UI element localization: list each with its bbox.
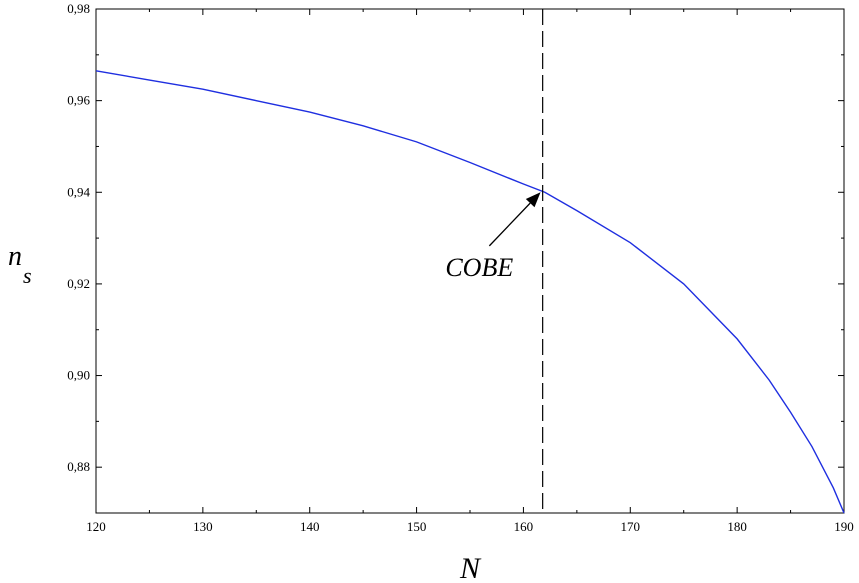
- ns-curve: [95, 70, 845, 514]
- x-tick-label: 150: [407, 519, 427, 534]
- cobe-label: COBE: [445, 253, 513, 282]
- x-tick-label: 160: [514, 519, 534, 534]
- y-tick-label: 0,98: [67, 1, 90, 16]
- y-tick-label: 0,96: [67, 93, 90, 108]
- tick-labels: 120 130 140 150 160 170 180 190 0,88 0,90 0,92 0,94…: [67, 1, 854, 534]
- x-tick-label: 120: [86, 519, 106, 534]
- ticks: [95, 8, 845, 514]
- y-axis-title: n: [8, 241, 22, 272]
- x-axis-title: N: [459, 552, 482, 583]
- x-tick-label: 170: [621, 519, 641, 534]
- y-tick-label: 0,92: [67, 276, 90, 291]
- x-tick-label: 140: [300, 519, 320, 534]
- y-tick-label: 0,90: [67, 368, 90, 383]
- cobe-arrow: [488, 202, 531, 247]
- y-tick-label: 0,94: [67, 184, 90, 199]
- x-tick-label: 130: [193, 519, 213, 534]
- x-tick-label: 180: [727, 519, 747, 534]
- x-tick-label: 190: [834, 519, 854, 534]
- y-tick-label: 0,88: [67, 459, 90, 474]
- cobe-arrowhead: [525, 192, 541, 208]
- y-axis-title-subscript: s: [23, 263, 32, 288]
